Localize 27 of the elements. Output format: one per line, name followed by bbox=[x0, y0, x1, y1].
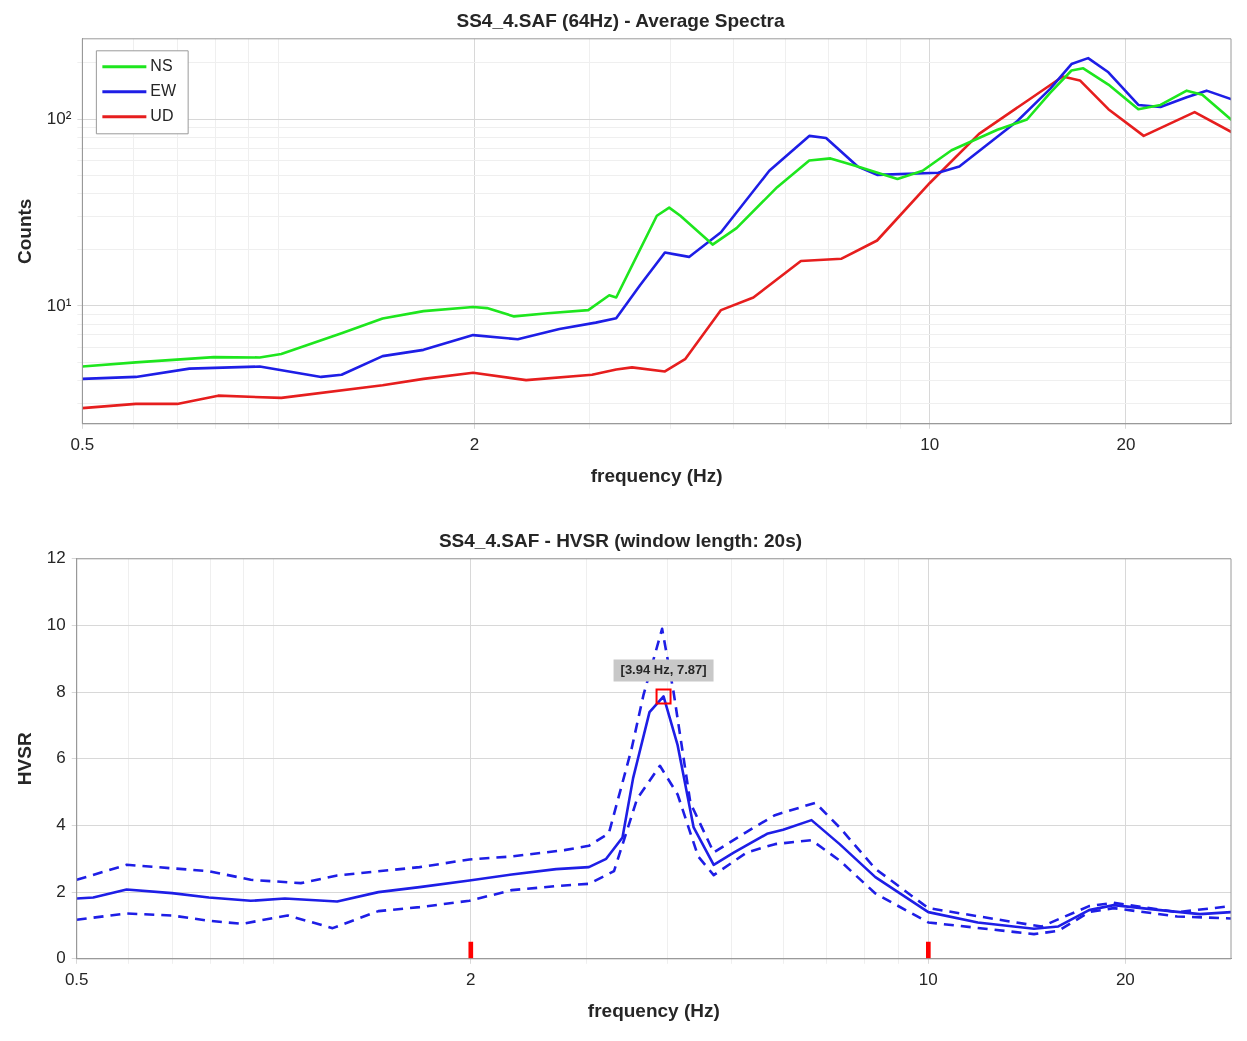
y-axis-title: Counts bbox=[13, 198, 35, 265]
y-tick-label: 10 bbox=[46, 615, 66, 635]
chart-title: SS4_4.SAF - HVSR (window length: 20s) bbox=[438, 529, 803, 551]
legend-label: UD bbox=[150, 107, 174, 125]
x-axis-title: frequency (Hz) bbox=[587, 999, 720, 1021]
x-tick-label: 10 bbox=[920, 434, 940, 454]
x-tick-label: 0.5 bbox=[70, 434, 95, 454]
legend-label: EW bbox=[150, 82, 178, 100]
x-tick-label: 20 bbox=[1116, 434, 1136, 454]
y-axis-title: HVSR bbox=[13, 732, 35, 786]
y-tick-label: 10¹ bbox=[46, 295, 72, 315]
x-axis-title: frequency (Hz) bbox=[590, 464, 723, 486]
y-tick-label: 0 bbox=[56, 948, 66, 968]
legend-label: NS bbox=[150, 57, 173, 75]
y-tick-label: 10² bbox=[46, 108, 72, 128]
x-tick-label: 0.5 bbox=[64, 969, 89, 989]
chart-title: SS4_4.SAF (64Hz) - Average Spectra bbox=[456, 9, 785, 31]
x-tick-label: 10 bbox=[918, 969, 938, 989]
y-tick-label: 12 bbox=[46, 548, 66, 568]
x-tick-label: 2 bbox=[466, 969, 476, 989]
annotation: [3.94 Hz, 7.87] bbox=[620, 662, 707, 678]
y-tick-label: 4 bbox=[56, 815, 66, 835]
y-tick-label: 8 bbox=[56, 681, 66, 701]
y-tick-label: 2 bbox=[56, 881, 66, 901]
x-tick-label: 20 bbox=[1115, 969, 1135, 989]
y-tick-label: 6 bbox=[56, 748, 66, 768]
x-tick-label: 2 bbox=[469, 434, 480, 454]
